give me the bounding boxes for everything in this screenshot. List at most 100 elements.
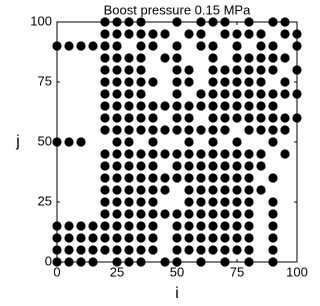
point	[208, 185, 218, 195]
point	[244, 65, 254, 75]
point	[76, 137, 86, 147]
point	[268, 173, 278, 183]
point	[184, 113, 194, 123]
point	[220, 113, 230, 123]
point	[232, 101, 242, 111]
point	[268, 233, 278, 243]
point	[136, 209, 146, 219]
point	[268, 125, 278, 135]
point	[112, 29, 122, 39]
point	[256, 125, 266, 135]
point	[268, 209, 278, 219]
point	[244, 161, 254, 171]
point	[232, 245, 242, 255]
point	[232, 173, 242, 183]
point	[136, 89, 146, 99]
point	[172, 113, 182, 123]
x-tick-label: 0	[53, 264, 60, 279]
point	[184, 161, 194, 171]
point	[160, 125, 170, 135]
point	[112, 77, 122, 87]
point	[88, 245, 98, 255]
y-tick-label: 25	[38, 193, 52, 208]
point	[100, 29, 110, 39]
point	[148, 77, 158, 87]
point	[220, 101, 230, 111]
point	[64, 233, 74, 243]
point	[184, 101, 194, 111]
point	[136, 245, 146, 255]
point	[280, 29, 290, 39]
point	[208, 233, 218, 243]
point	[172, 41, 182, 51]
point	[100, 149, 110, 159]
plot-frame	[56, 21, 298, 263]
point	[244, 173, 254, 183]
point	[196, 221, 206, 231]
point	[184, 185, 194, 195]
point	[136, 77, 146, 87]
point	[112, 209, 122, 219]
point	[268, 101, 278, 111]
point	[148, 245, 158, 255]
point	[208, 65, 218, 75]
point	[268, 113, 278, 123]
point	[136, 101, 146, 111]
point	[280, 77, 290, 87]
point	[136, 41, 146, 51]
point	[280, 113, 290, 123]
point	[196, 125, 206, 135]
point	[100, 233, 110, 243]
point	[184, 125, 194, 135]
point	[124, 113, 134, 123]
point	[208, 89, 218, 99]
point	[184, 65, 194, 75]
point	[112, 125, 122, 135]
point	[100, 65, 110, 75]
point	[232, 29, 242, 39]
point	[232, 137, 242, 147]
point	[136, 185, 146, 195]
point	[100, 161, 110, 171]
point	[172, 209, 182, 219]
point	[244, 221, 254, 231]
point	[160, 53, 170, 63]
x-tick-label: 100	[286, 264, 308, 279]
point	[232, 185, 242, 195]
point	[112, 65, 122, 75]
point	[256, 113, 266, 123]
point	[220, 65, 230, 75]
point	[148, 161, 158, 171]
point	[172, 221, 182, 231]
point	[136, 161, 146, 171]
point	[124, 89, 134, 99]
point	[112, 161, 122, 171]
point	[88, 41, 98, 51]
point	[220, 125, 230, 135]
point	[232, 53, 242, 63]
point	[172, 89, 182, 99]
point	[124, 233, 134, 243]
point	[124, 209, 134, 219]
point	[232, 149, 242, 159]
point	[244, 149, 254, 159]
point	[64, 221, 74, 231]
point	[220, 245, 230, 255]
point	[208, 53, 218, 63]
point	[208, 209, 218, 219]
point	[256, 149, 266, 159]
point	[232, 233, 242, 243]
point	[148, 149, 158, 159]
point	[148, 197, 158, 207]
point	[172, 245, 182, 255]
point	[136, 221, 146, 231]
point	[232, 113, 242, 123]
point	[124, 65, 134, 75]
point	[196, 233, 206, 243]
point	[172, 77, 182, 87]
point	[208, 197, 218, 207]
point	[172, 173, 182, 183]
point	[100, 173, 110, 183]
point	[172, 125, 182, 135]
